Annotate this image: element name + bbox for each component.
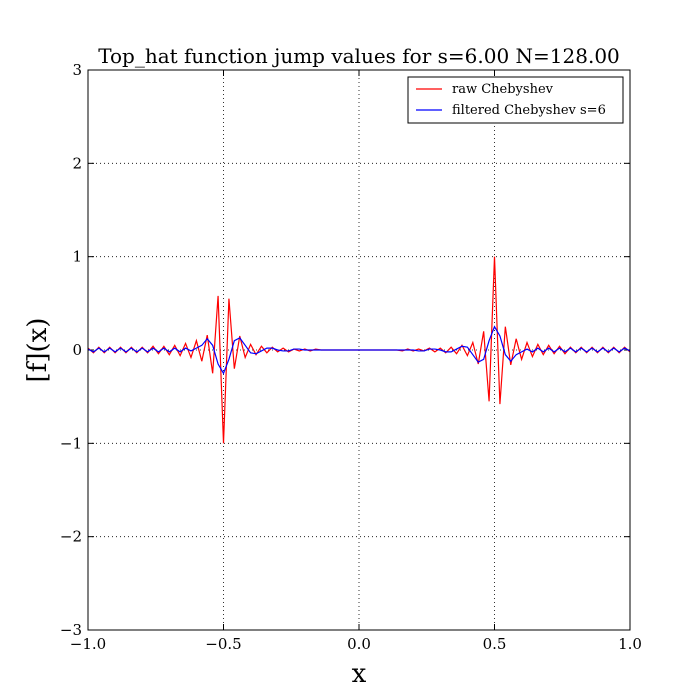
chart-title: Top_hat function jump values for s=6.00 … [98, 44, 620, 68]
y-tick-label: 2 [72, 154, 82, 172]
plot-frame [87, 69, 631, 631]
y-tick-label: −3 [60, 621, 82, 639]
legend-label: raw Chebyshev [452, 82, 554, 97]
x-tick-label: 1.0 [618, 635, 642, 653]
y-tick-label: −1 [60, 434, 82, 452]
y-axis-label: [f](x) [23, 318, 53, 383]
x-tick-label: 0.0 [347, 635, 371, 653]
y-tick-label: −2 [60, 528, 82, 546]
legend-box [407, 76, 624, 124]
series-line [88, 325, 630, 375]
x-tick-label: 0.5 [483, 635, 507, 653]
y-tick-label: 3 [72, 61, 82, 79]
legend-label: filtered Chebyshev s=6 [452, 103, 606, 118]
x-tick-label: −0.5 [205, 635, 241, 653]
x-tick-label: −1.0 [70, 635, 106, 653]
y-tick-label: 1 [72, 248, 82, 266]
y-tick-label: 0 [72, 341, 82, 359]
x-axis-label: x [352, 659, 367, 689]
